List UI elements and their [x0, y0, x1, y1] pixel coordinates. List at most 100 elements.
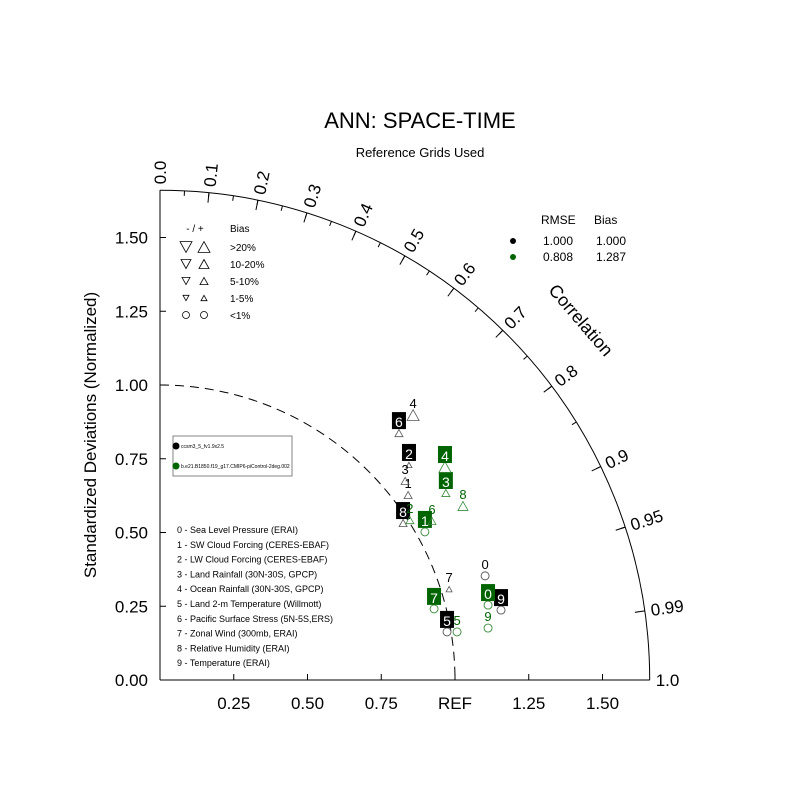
correlation-tick	[304, 213, 307, 223]
variable-legend-item: 0 - Sea Level Pressure (ERAI)	[177, 525, 298, 535]
point-label: 7	[445, 570, 452, 585]
correlation-tick-label: 0.5	[400, 226, 428, 256]
point-label: 2	[406, 501, 413, 516]
data-point: 9	[494, 589, 508, 614]
bias-legend-row: <1%	[230, 311, 250, 322]
correlation-minor-tick	[281, 206, 282, 211]
variable-legend-item: 7 - Zonal Wind (300mb, ERAI)	[177, 629, 298, 639]
triangle-up-marker	[442, 489, 450, 496]
data-point: 8	[458, 487, 468, 511]
bias-legend-row: 5-10%	[230, 277, 259, 288]
variable-legend-item: 1 - SW Cloud Forcing (CERES-EBAF)	[177, 540, 329, 550]
chart-subtitle: Reference Grids Used	[356, 145, 485, 160]
point-label: 0	[481, 557, 488, 572]
x-tick-label: 0.50	[291, 694, 324, 713]
triangle-up-icon	[199, 260, 209, 269]
case-marker-icon	[173, 463, 180, 470]
bias-legend-row: >20%	[230, 243, 256, 254]
case-legend-label: ccsm3_5_fv1.9x2.5	[181, 444, 224, 450]
correlation-tick	[616, 527, 626, 530]
y-tick-label: 0.25	[115, 597, 148, 616]
correlation-minor-tick	[378, 243, 380, 247]
stats-legend-header-bias: Bias	[594, 213, 617, 227]
correlation-minor-tick	[330, 221, 332, 226]
y-tick-label: 1.25	[115, 302, 148, 321]
case-color-dot	[510, 254, 516, 260]
case-legend-box	[173, 436, 292, 476]
correlation-minor-tick	[475, 308, 478, 312]
correlation-minor-tick	[233, 196, 234, 201]
data-point: 0	[481, 584, 495, 609]
triangle-down-icon	[182, 277, 190, 284]
correlation-tick-label: 0.6	[450, 259, 479, 289]
point-label: 6	[395, 414, 403, 430]
correlation-tick	[544, 386, 552, 392]
correlation-tick-label: 0.3	[300, 182, 325, 210]
correlation-tick-label: 0.7	[501, 303, 531, 333]
correlation-minor-tick	[427, 271, 430, 275]
triangle-up-icon	[198, 242, 210, 253]
data-point: 2	[406, 501, 414, 524]
circle-marker	[421, 528, 429, 536]
triangle-up-marker	[404, 491, 412, 498]
data-point: 4	[407, 396, 419, 420]
x-tick-label: 1.25	[512, 694, 545, 713]
correlation-tick-label: 0.9	[602, 446, 632, 473]
stats-legend-rmse: 1.000	[543, 234, 573, 248]
stats-legend-bias: 1.000	[596, 234, 626, 248]
correlation-tick	[448, 288, 454, 296]
y-axis-label: Standardized Deviations (Normalized)	[81, 292, 100, 578]
triangle-down-icon	[181, 260, 191, 269]
triangle-up-marker	[395, 429, 403, 436]
circle-marker	[481, 572, 489, 580]
stats-legend-rmse: 0.808	[543, 250, 573, 264]
circle-icon	[183, 312, 190, 319]
point-label: 3	[402, 462, 409, 477]
point-label: 6	[428, 502, 435, 517]
triangle-up-marker	[407, 410, 419, 421]
correlation-axis-label: Correlation	[545, 280, 617, 360]
circle-marker	[497, 606, 505, 614]
circle-marker	[484, 624, 492, 632]
circle-marker	[430, 605, 438, 613]
variable-legend-item: 9 - Temperature (ERAI)	[177, 658, 270, 668]
point-label: 0	[484, 586, 492, 602]
variable-legend-item: 8 - Relative Humidity (ERAI)	[177, 643, 290, 653]
data-point: 5	[453, 613, 461, 636]
point-label: 7	[430, 590, 438, 606]
bias-legend-row: 1-5%	[230, 294, 253, 305]
correlation-tick-label: 0.1	[201, 162, 222, 187]
correlation-tick-label: 0.95	[628, 506, 665, 534]
y-tick-label: 0.50	[115, 524, 148, 543]
bias-legend-header: Bias	[230, 224, 249, 235]
correlation-tick	[592, 467, 601, 471]
correlation-tick	[635, 611, 645, 612]
correlation-minor-tick	[524, 356, 528, 359]
correlation-tick-label: 1.0	[656, 671, 680, 690]
triangle-down-icon	[183, 295, 189, 300]
x-tick-label: 1.50	[586, 694, 619, 713]
point-label: 5	[453, 613, 460, 628]
triangle-up-icon	[201, 295, 207, 300]
point-label: 9	[484, 609, 491, 624]
bias-legend-row: 10-20%	[230, 260, 265, 271]
triangle-up-icon	[200, 277, 208, 284]
case-color-dot	[510, 238, 516, 244]
data-point: 7	[445, 570, 452, 592]
point-label: 4	[409, 396, 416, 411]
correlation-tick	[208, 193, 209, 203]
x-tick-label: 0.25	[217, 694, 250, 713]
circle-marker	[453, 628, 461, 636]
variable-legend-item: 5 - Land 2-m Temperature (Willmott)	[177, 599, 321, 609]
data-point: 4	[438, 446, 452, 472]
variable-legend-item: 6 - Pacific Surface Stress (5N-5S,ERS)	[177, 614, 333, 624]
correlation-tick-label: 0.2	[250, 169, 273, 196]
correlation-tick-label: 0.99	[649, 596, 684, 619]
triangle-up-marker	[446, 586, 452, 591]
correlation-tick	[496, 330, 503, 337]
point-label: 2	[405, 446, 413, 462]
stats-legend-header-rmse: RMSE	[541, 213, 576, 227]
point-label: 8	[459, 487, 466, 502]
x-tick-label: REF	[438, 694, 472, 713]
